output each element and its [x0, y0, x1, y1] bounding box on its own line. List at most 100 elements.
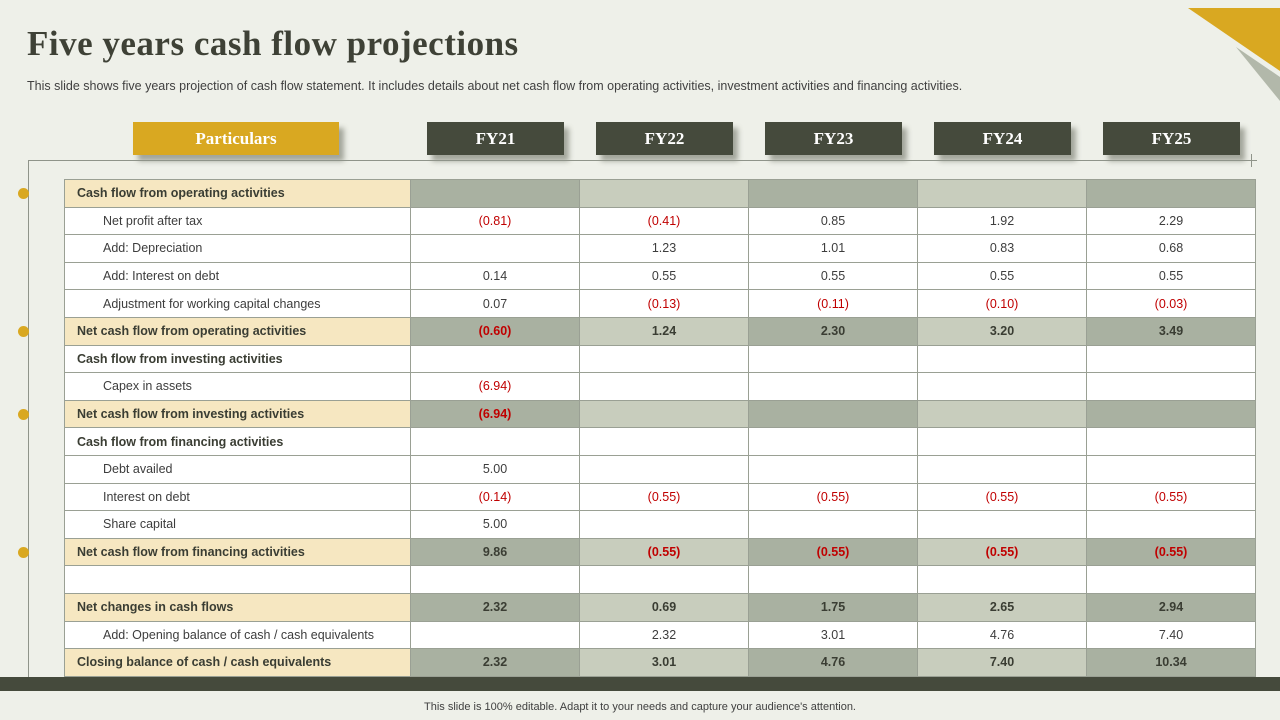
- value-cell: (0.41): [579, 206, 749, 236]
- value-cell: (0.55): [579, 482, 749, 512]
- value-cell: 3.01: [748, 620, 918, 650]
- value-cell: (0.55): [748, 537, 918, 567]
- value-cell: 10.34: [1086, 648, 1256, 677]
- column-header-particulars[interactable]: Particulars: [133, 122, 339, 155]
- value-cell: [748, 565, 918, 594]
- table-row: Add: Depreciation 1.23 1.01 0.83 0.68: [64, 234, 1256, 263]
- value-cell: 2.65: [917, 592, 1087, 622]
- ruler-line-horizontal: [28, 160, 1257, 161]
- value-cell: [410, 620, 580, 650]
- bullet-dot-net-financing: [18, 547, 29, 558]
- bullet-dot-net-investing: [18, 409, 29, 420]
- row-label: Net cash flow from operating activities: [64, 316, 411, 346]
- value-cell: [1086, 510, 1256, 539]
- table-row: Net profit after tax (0.81) (0.41) 0.85 1.92…: [64, 206, 1256, 236]
- value-cell: 4.76: [917, 620, 1087, 650]
- row-label: Share capital: [64, 510, 411, 539]
- value-cell: [748, 344, 918, 374]
- slide-subtitle: This slide shows five years projection o…: [27, 79, 963, 93]
- value-cell: (0.55): [917, 482, 1087, 512]
- table-row: Adjustment for working capital changes 0.…: [64, 289, 1256, 318]
- column-header-fy22[interactable]: FY22: [596, 122, 733, 155]
- table-row: Cash flow from investing activities: [64, 344, 1256, 374]
- value-cell: 5.00: [410, 510, 580, 539]
- value-cell: 2.32: [579, 620, 749, 650]
- value-cell: 0.68: [1086, 234, 1256, 263]
- gray-triangle-icon: [1236, 47, 1280, 101]
- value-cell: [748, 427, 918, 456]
- value-cell: [917, 454, 1087, 484]
- bullet-dot-net-operating: [18, 326, 29, 337]
- value-cell: 9.86: [410, 537, 580, 567]
- value-cell: [579, 344, 749, 374]
- value-cell: [410, 179, 580, 208]
- table-row: Net cash flow from financing activities 9…: [64, 537, 1256, 567]
- column-header-fy23[interactable]: FY23: [765, 122, 902, 155]
- footer-note: This slide is 100% editable. Adapt it to…: [424, 701, 856, 713]
- value-cell: 5.00: [410, 454, 580, 484]
- value-cell: 0.55: [748, 261, 918, 291]
- ruler-line-vertical: [28, 160, 29, 677]
- value-cell: 3.01: [579, 648, 749, 677]
- value-cell: 0.14: [410, 261, 580, 291]
- value-cell: 1.92: [917, 206, 1087, 236]
- table-row: Closing balance of cash / cash equivalen…: [64, 648, 1256, 677]
- value-cell: (0.10): [917, 289, 1087, 318]
- value-cell: (0.55): [1086, 482, 1256, 512]
- value-cell: (0.03): [1086, 289, 1256, 318]
- value-cell: 1.24: [579, 316, 749, 346]
- value-cell: [1086, 179, 1256, 208]
- value-cell: [748, 179, 918, 208]
- value-cell: [1086, 427, 1256, 456]
- value-cell: [410, 344, 580, 374]
- value-cell: [1086, 454, 1256, 484]
- value-cell: [917, 399, 1087, 429]
- value-cell: [917, 372, 1087, 401]
- value-cell: 2.32: [410, 648, 580, 677]
- table-row: Net changes in cash flows 2.32 0.69 1.75 2.6…: [64, 592, 1256, 622]
- value-cell: 1.01: [748, 234, 918, 263]
- value-cell: [410, 427, 580, 456]
- value-cell: [1086, 565, 1256, 594]
- table-row: Debt availed 5.00: [64, 454, 1256, 484]
- row-label: Add: Interest on debt: [64, 261, 411, 291]
- value-cell: [579, 454, 749, 484]
- table-row: Net cash flow from investing activities(…: [64, 399, 1256, 429]
- value-cell: [410, 234, 580, 263]
- row-label: Net cash flow from financing activities: [64, 537, 411, 567]
- value-cell: 1.23: [579, 234, 749, 263]
- table-row: Net cash flow from operating activities(…: [64, 316, 1256, 346]
- value-cell: 0.83: [917, 234, 1087, 263]
- row-label: Cash flow from operating activities: [64, 179, 411, 208]
- row-label: Cash flow from investing activities: [64, 344, 411, 374]
- value-cell: [579, 427, 749, 456]
- row-label: [64, 565, 411, 594]
- value-cell: (0.55): [917, 537, 1087, 567]
- corner-decoration: [1188, 8, 1280, 101]
- value-cell: [748, 454, 918, 484]
- value-cell: 2.29: [1086, 206, 1256, 236]
- table-row: Cash flow from financing activities: [64, 427, 1256, 456]
- column-header-fy21[interactable]: FY21: [427, 122, 564, 155]
- row-label: Add: Depreciation: [64, 234, 411, 263]
- table-row: Interest on debt (0.14) (0.55) (0.55) (0.55)…: [64, 482, 1256, 512]
- value-cell: 0.07: [410, 289, 580, 318]
- value-cell: [917, 510, 1087, 539]
- bottom-bar: [0, 677, 1280, 691]
- bullet-dot-operating: [18, 188, 29, 199]
- value-cell: 0.69: [579, 592, 749, 622]
- value-cell: 2.30: [748, 316, 918, 346]
- value-cell: (0.55): [579, 537, 749, 567]
- value-cell: (0.55): [748, 482, 918, 512]
- value-cell: (0.60): [410, 316, 580, 346]
- column-header-fy24[interactable]: FY24: [934, 122, 1071, 155]
- gold-triangle-icon: [1188, 8, 1280, 71]
- column-header-fy25[interactable]: FY25: [1103, 122, 1240, 155]
- value-cell: [579, 179, 749, 208]
- value-cell: [748, 372, 918, 401]
- value-cell: 0.55: [917, 261, 1087, 291]
- value-cell: 2.94: [1086, 592, 1256, 622]
- value-cell: 1.75: [748, 592, 918, 622]
- value-cell: (0.55): [1086, 537, 1256, 567]
- value-cell: 3.20: [917, 316, 1087, 346]
